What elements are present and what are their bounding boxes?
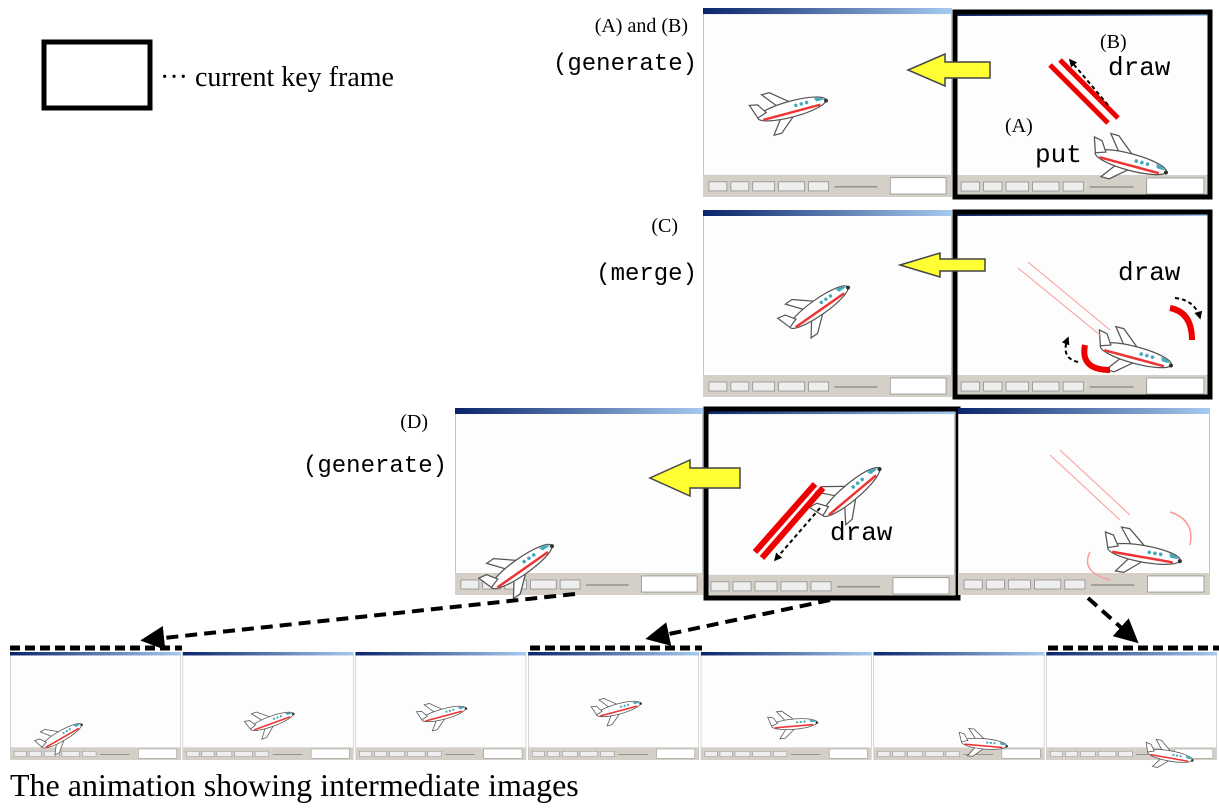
page: {"legend": {"label": "··· current key fr… bbox=[0, 0, 1219, 810]
annotation: (B) bbox=[1100, 31, 1127, 53]
operation: (generate) bbox=[553, 51, 697, 78]
dashed-arrow bbox=[145, 594, 575, 640]
annotation: draw bbox=[1118, 258, 1181, 288]
dashed-arrow bbox=[650, 600, 830, 638]
operation: (merge) bbox=[596, 261, 697, 288]
dashed-arrow bbox=[1088, 598, 1135, 640]
window bbox=[701, 652, 872, 760]
annotation: draw bbox=[1108, 53, 1171, 83]
window bbox=[958, 408, 1210, 595]
window bbox=[455, 408, 703, 595]
window bbox=[955, 210, 1210, 397]
row-label: (A) and (B) bbox=[595, 15, 688, 37]
annotation: draw bbox=[830, 518, 893, 548]
annotation: put bbox=[1035, 140, 1082, 170]
legend-label: ··· current key frame bbox=[160, 62, 394, 93]
window bbox=[955, 10, 1210, 197]
annotation: (A) bbox=[1005, 115, 1033, 137]
row-label: (D) bbox=[400, 411, 428, 433]
window bbox=[1046, 652, 1217, 760]
figure: ··· current key frame (A) and (B) (gener… bbox=[0, 0, 1219, 810]
window bbox=[355, 652, 526, 760]
caption: The animation showing intermediate image… bbox=[10, 767, 579, 803]
window bbox=[183, 652, 354, 760]
window bbox=[874, 652, 1045, 760]
row-label: (C) bbox=[651, 215, 678, 237]
operation: (generate) bbox=[303, 453, 447, 480]
animation-strip bbox=[10, 652, 1217, 773]
window bbox=[703, 8, 952, 197]
legend-box bbox=[44, 42, 150, 108]
window bbox=[10, 652, 181, 760]
